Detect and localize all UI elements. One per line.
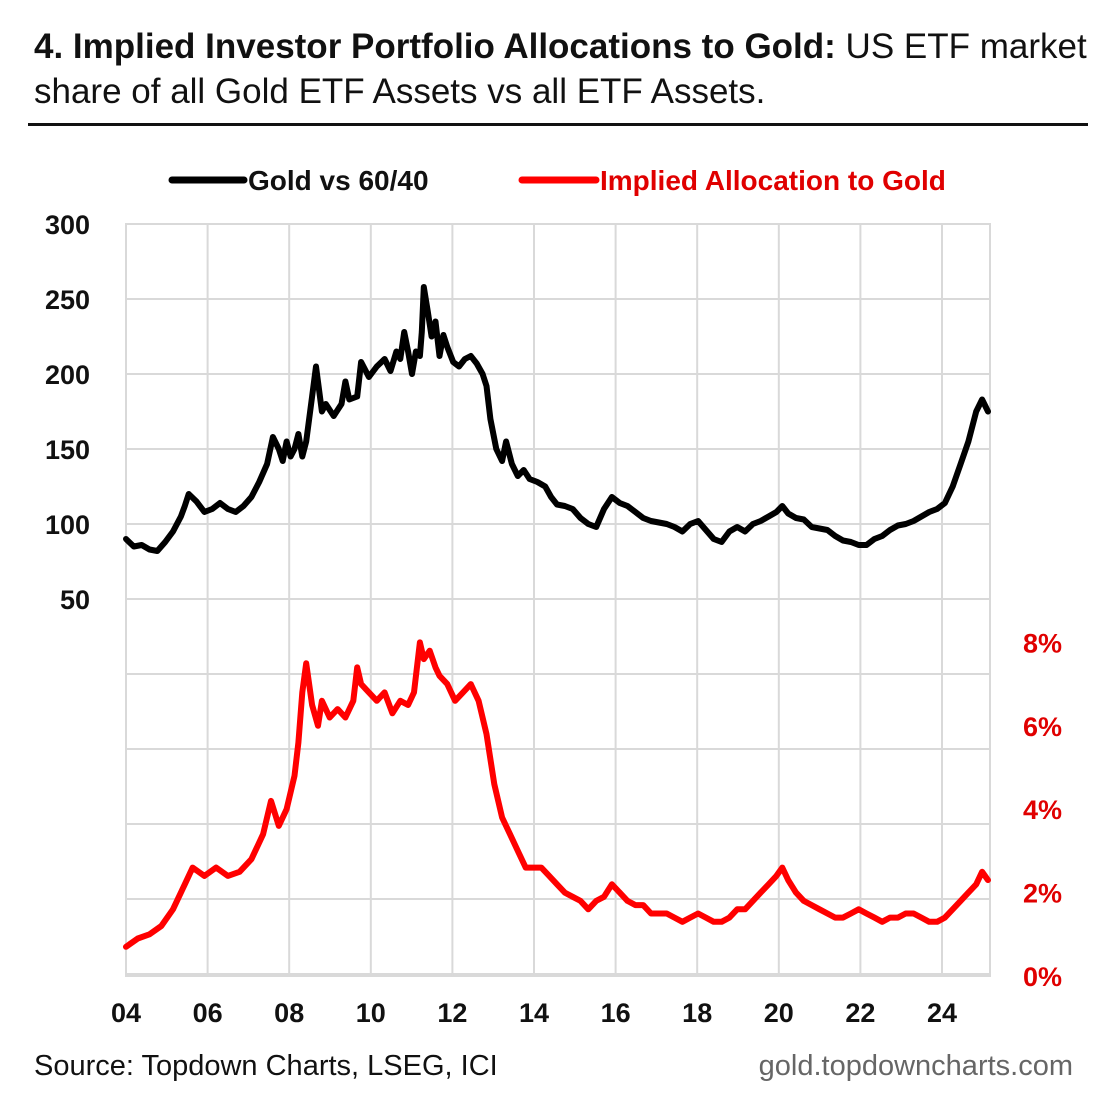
x-tick-label: 08 [274,998,304,1028]
source-note: Source: Topdown Charts, LSEG, ICI [34,1050,498,1082]
right-tick-label: 6% [1023,712,1062,742]
x-tick-label: 06 [193,998,223,1028]
right-tick-label: 0% [1023,962,1062,992]
legend-implied-allocation-label: Implied Allocation to Gold [600,165,946,196]
left-tick-label: 300 [45,210,90,240]
right-tick-label: 2% [1023,879,1062,909]
legend-gold-vs-60-40-label: Gold vs 60/40 [248,165,429,196]
chart-title: 4. Implied Investor Portfolio Allocation… [34,24,1094,114]
left-tick-label: 50 [60,585,90,615]
x-tick-label: 22 [845,998,875,1028]
x-tick-label: 20 [764,998,794,1028]
left-tick-label: 200 [45,360,90,390]
x-tick-label: 04 [111,998,141,1028]
left-tick-label: 100 [45,510,90,540]
site-url: gold.topdowncharts.com [758,1050,1073,1082]
x-tick-label: 18 [682,998,712,1028]
left-tick-label: 150 [45,435,90,465]
x-tick-label: 14 [519,998,549,1028]
x-tick-label: 12 [437,998,467,1028]
right-tick-label: 8% [1023,628,1062,658]
right-tick-label: 4% [1023,795,1062,825]
chart-title-bold: 4. Implied Investor Portfolio Allocation… [34,27,836,66]
series-line-gold-vs-60-40 [123,284,991,554]
chart-canvas: 04 06 08 10 12 14 16 18 20 22 24 300 250 200 150 100 50 8… [45,165,1062,1028]
series-line-implied-allocation [123,639,991,950]
title-divider [28,123,1088,126]
x-tick-label: 24 [927,998,957,1028]
x-tick-label: 16 [601,998,631,1028]
chart-title-rest: US ETF market share of all Gold ETF Asse… [34,27,1087,111]
x-tick-label: 10 [356,998,386,1028]
left-tick-label: 250 [45,285,90,315]
